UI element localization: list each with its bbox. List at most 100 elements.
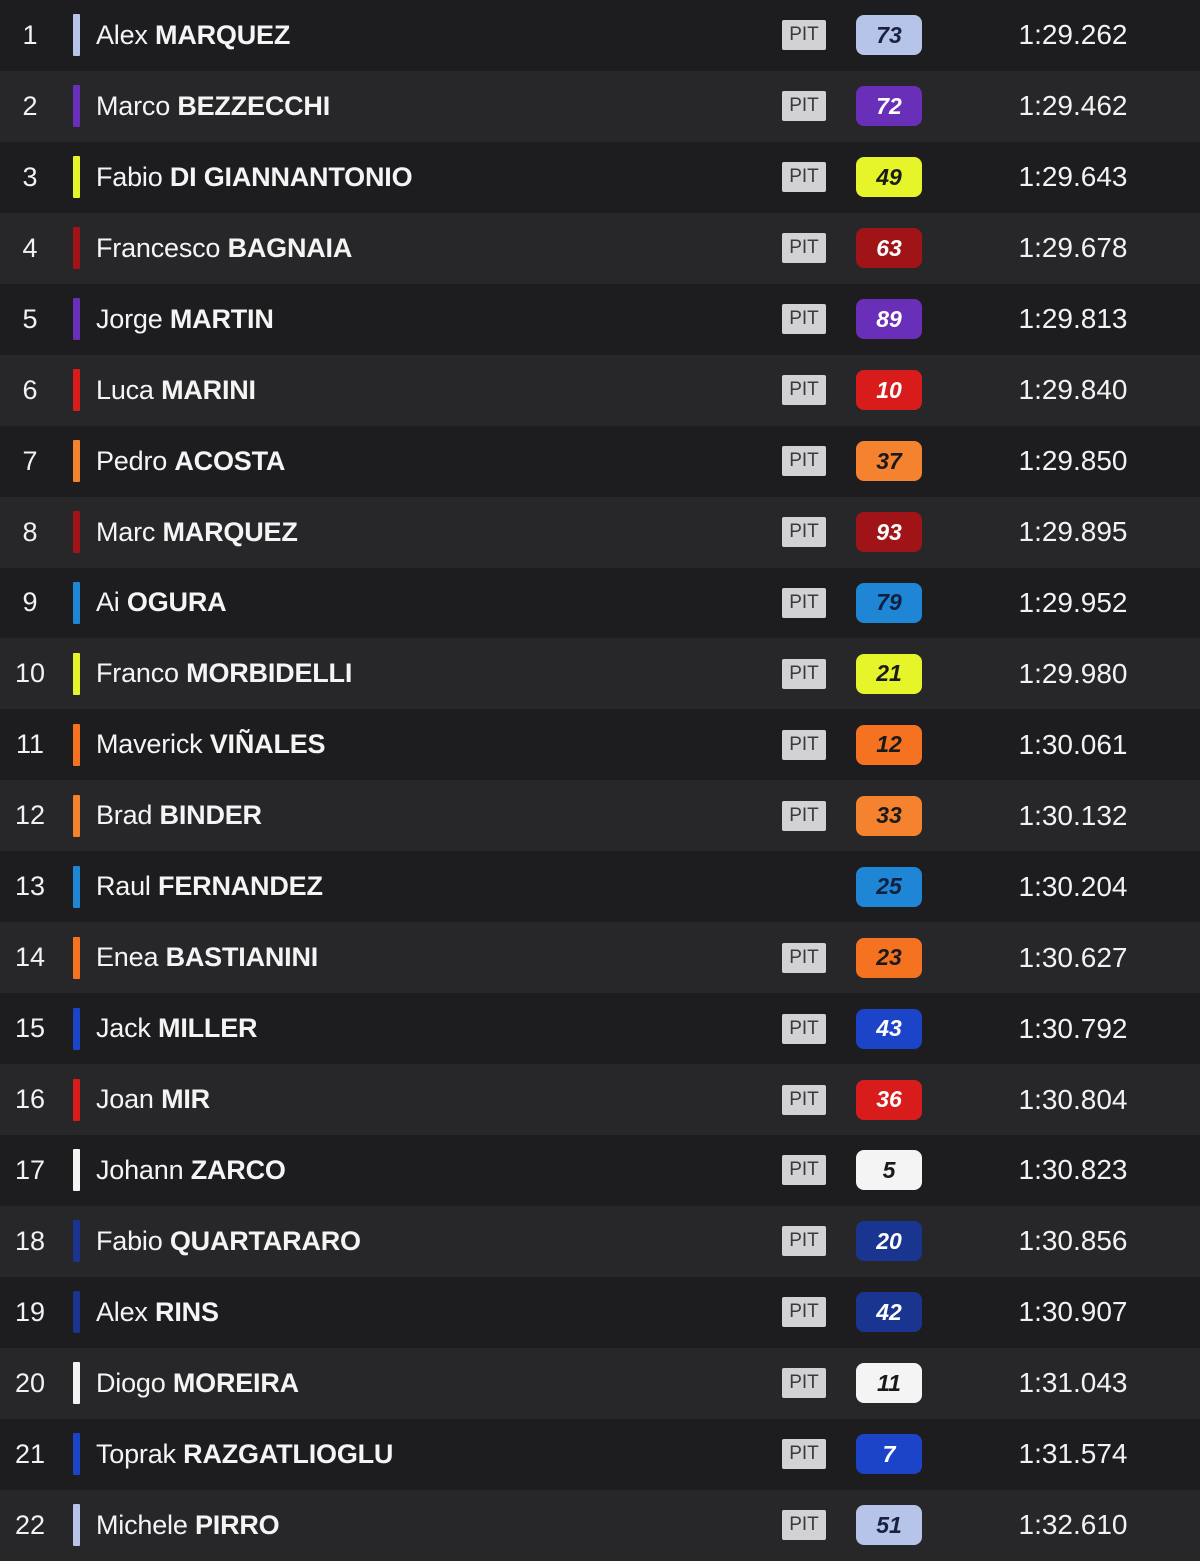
team-color-bar [73, 1007, 80, 1050]
rider-last-name: PIRRO [194, 1509, 280, 1540]
rider-first-name: Joan [96, 1084, 154, 1115]
pit-badge: PIT [782, 1155, 826, 1186]
rider-first-name: Jorge [96, 303, 163, 334]
lap-time: 1:29.643 [1018, 161, 1128, 193]
rider-first-name: Alex [96, 19, 148, 50]
table-row[interactable]: 17 Johann ZARCO PIT 5 1:30.823 [0, 1135, 1200, 1206]
rider-name: Joan MIR [96, 1084, 210, 1115]
table-row[interactable]: 13 Raul FERNANDEZ 25 1:30.204 [0, 851, 1200, 923]
rider-number-badge: 33 [856, 795, 922, 836]
pit-badge: PIT [782, 1226, 826, 1257]
rider-first-name: Luca [96, 374, 154, 405]
table-row[interactable]: 14 Enea BASTIANINI PIT 23 1:30.627 [0, 922, 1200, 994]
rider-name: Toprak RAZGATLIOGLU [96, 1439, 393, 1470]
table-row[interactable]: 3 Fabio DI GIANNANTONIO PIT 49 1:29.643 [0, 141, 1200, 213]
pit-badge: PIT [782, 517, 826, 548]
rider-number-badge: 5 [856, 1150, 922, 1191]
lap-time: 1:30.856 [1018, 1225, 1128, 1257]
team-color-bar [73, 511, 80, 554]
rider-name: Enea BASTIANINI [96, 942, 318, 973]
rider-last-name: MARQUEZ [162, 516, 298, 547]
rider-last-name: BINDER [159, 800, 263, 831]
rider-last-name: MILLER [158, 1013, 258, 1044]
position: 8 [22, 516, 38, 547]
table-row[interactable]: 11 Maverick VIÑALES PIT 12 1:30.061 [0, 709, 1200, 781]
table-row[interactable]: 22 Michele PIRRO PIT 51 1:32.610 [0, 1489, 1200, 1561]
rider-number-badge: 11 [856, 1363, 922, 1404]
position: 18 [14, 1225, 46, 1256]
pit-badge: PIT [782, 1439, 826, 1470]
table-row[interactable]: 5 Jorge MARTIN PIT 89 1:29.813 [0, 283, 1200, 355]
position: 22 [14, 1509, 46, 1540]
pit-badge: PIT [782, 1084, 826, 1115]
pit-badge: PIT [782, 304, 826, 335]
lap-time: 1:30.804 [1018, 1083, 1128, 1115]
rider-number-badge: 37 [856, 441, 922, 482]
rider-last-name: BAGNAIA [227, 232, 353, 263]
rider-name: Jorge MARTIN [96, 304, 274, 335]
pit-badge: PIT [782, 942, 826, 973]
team-color-bar [73, 1149, 80, 1192]
table-row[interactable]: 2 Marco BEZZECCHI PIT 72 1:29.462 [0, 70, 1200, 142]
position: 15 [14, 1013, 46, 1044]
rider-first-name: Johann [96, 1154, 184, 1185]
table-row[interactable]: 18 Fabio QUARTARARO PIT 20 1:30.856 [0, 1205, 1200, 1277]
pit-badge: PIT [782, 800, 826, 831]
rider-first-name: Enea [96, 942, 159, 973]
rider-number-badge: 51 [856, 1505, 922, 1546]
table-row[interactable]: 6 Luca MARINI PIT 10 1:29.840 [0, 354, 1200, 426]
rider-last-name: MOREIRA [172, 1367, 299, 1398]
pit-badge: PIT [782, 1368, 826, 1399]
table-row[interactable]: 10 Franco MORBIDELLI PIT 21 1:29.980 [0, 638, 1200, 710]
table-row[interactable]: 16 Joan MIR PIT 36 1:30.804 [0, 1064, 1200, 1135]
team-color-bar [73, 1504, 80, 1547]
rider-name: Franco MORBIDELLI [96, 658, 352, 689]
team-color-bar [73, 440, 80, 483]
lap-time: 1:30.792 [1018, 1012, 1128, 1044]
team-color-bar [73, 723, 80, 766]
table-row[interactable]: 19 Alex RINS PIT 42 1:30.907 [0, 1276, 1200, 1348]
rider-number-badge: 73 [856, 15, 922, 56]
table-row[interactable]: 15 Jack MILLER PIT 43 1:30.792 [0, 993, 1200, 1065]
table-row[interactable]: 1 Alex MARQUEZ PIT 73 1:29.262 [0, 0, 1200, 71]
rider-first-name: Jack [96, 1013, 151, 1044]
position: 4 [22, 232, 38, 263]
position: 13 [14, 871, 46, 902]
table-row[interactable]: 4 Francesco BAGNAIA PIT 63 1:29.678 [0, 212, 1200, 284]
team-color-bar [73, 581, 80, 624]
position: 16 [14, 1084, 46, 1115]
lap-time: 1:29.678 [1018, 232, 1128, 264]
lap-time: 1:31.043 [1018, 1367, 1128, 1399]
lap-time: 1:29.840 [1018, 374, 1128, 406]
pit-badge: PIT [782, 1013, 826, 1044]
position: 7 [22, 445, 38, 476]
rider-number-badge: 93 [856, 512, 922, 553]
rider-name: Alex MARQUEZ [96, 20, 290, 51]
table-row[interactable]: 9 Ai OGURA PIT 79 1:29.952 [0, 567, 1200, 639]
rider-name: Maverick VIÑALES [96, 729, 326, 760]
rider-number-badge: 89 [856, 299, 922, 340]
team-color-bar [73, 85, 80, 128]
team-color-bar [73, 227, 80, 270]
pit-badge: PIT [782, 1297, 826, 1328]
team-color-bar [73, 936, 80, 979]
position: 5 [22, 303, 38, 334]
lap-time: 1:30.061 [1018, 728, 1128, 760]
rider-name: Marc MARQUEZ [96, 517, 298, 548]
lap-time: 1:29.813 [1018, 303, 1128, 335]
rider-first-name: Alex [96, 1296, 148, 1327]
lap-time: 1:30.907 [1018, 1296, 1128, 1328]
table-row[interactable]: 7 Pedro ACOSTA PIT 37 1:29.850 [0, 425, 1200, 497]
rider-last-name: MIR [161, 1084, 210, 1115]
pit-badge: PIT [782, 587, 826, 618]
team-color-bar [73, 1078, 80, 1121]
table-row[interactable]: 12 Brad BINDER PIT 33 1:30.132 [0, 780, 1200, 852]
table-row[interactable]: 20 Diogo MOREIRA PIT 11 1:31.043 [0, 1347, 1200, 1419]
rider-name: Diogo MOREIRA [96, 1368, 299, 1399]
rider-name: Brad BINDER [96, 800, 262, 831]
rider-last-name: RINS [155, 1296, 219, 1327]
table-row[interactable]: 21 Toprak RAZGATLIOGLU PIT 7 1:31.574 [0, 1418, 1200, 1490]
rider-number-badge: 42 [856, 1292, 922, 1333]
table-row[interactable]: 8 Marc MARQUEZ PIT 93 1:29.895 [0, 496, 1200, 568]
